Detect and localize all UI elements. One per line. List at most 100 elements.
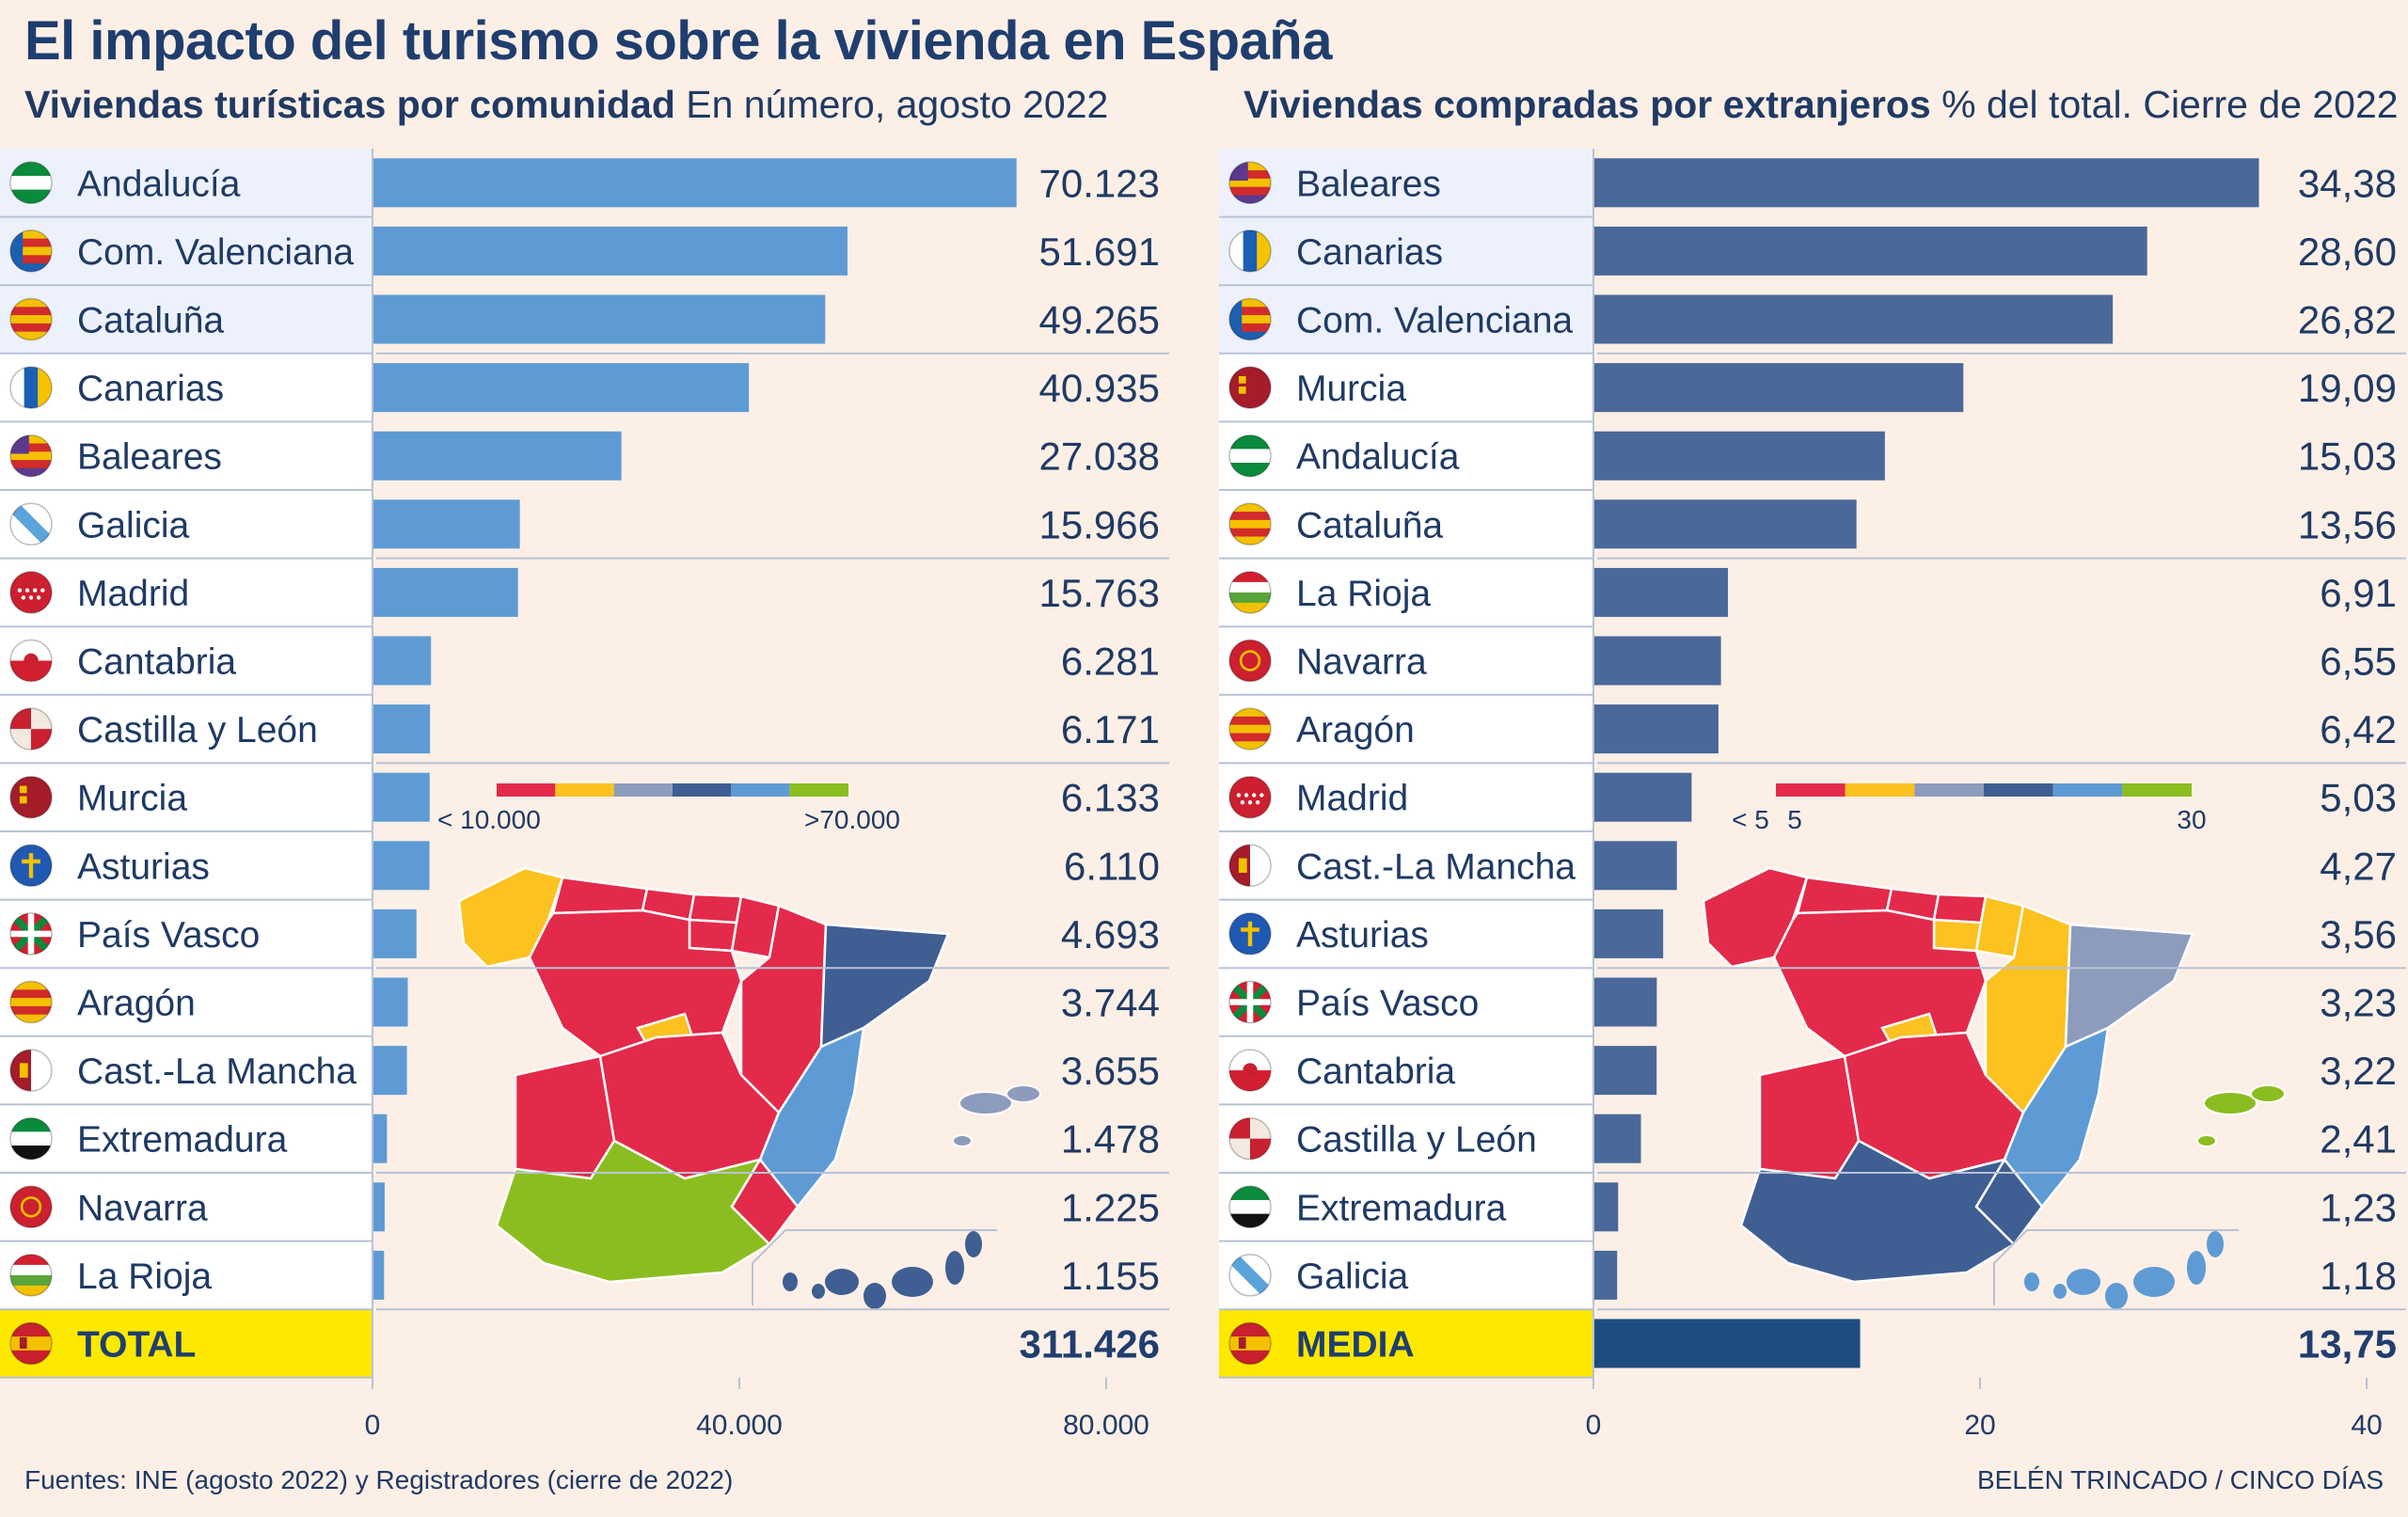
value-label: 34,38 [2298, 161, 2397, 205]
category-label: Galicia [1296, 1256, 1409, 1297]
flag-valencia-icon [1228, 297, 1272, 341]
tourist-housing-bars: Andalucía 70.123 Com. Valenciana 51.691 Cata… [0, 149, 1169, 1441]
value-label: 6.281 [1061, 640, 1160, 684]
map-region-canarias [863, 1283, 886, 1309]
x-tick-label: 0 [365, 1410, 381, 1441]
flag-cataluna-icon [1228, 502, 1272, 546]
flag-espana-icon [9, 1321, 53, 1366]
category-label: Cast.-La Mancha [1296, 846, 1576, 887]
category-label: Murcia [1296, 369, 1406, 409]
canarias-inset-frame [752, 1229, 997, 1305]
bar [1594, 772, 1692, 822]
category-label: La Rioja [1296, 574, 1431, 614]
row-label-bg [0, 149, 372, 217]
map-region-canarias [2187, 1251, 2206, 1285]
map-region-canarias [892, 1267, 933, 1297]
category-label: Aragón [77, 984, 196, 1024]
flag-extremadura-icon [9, 1116, 53, 1161]
legend-swatch [497, 783, 556, 797]
legend-swatch [1776, 783, 1846, 797]
bar [373, 431, 622, 481]
category-label: Extremadura [77, 1120, 288, 1161]
spain-map-left: < 10.000 >70.000 [437, 783, 1041, 1309]
row-label-bg [0, 763, 372, 831]
map-region-canarias [825, 1269, 859, 1295]
legend-swatch [2052, 783, 2123, 797]
value-label: 6.171 [1061, 707, 1160, 751]
flag-cantabria-icon [9, 639, 53, 683]
category-label: Cantabria [1296, 1051, 1455, 1092]
bar [1594, 1046, 1657, 1096]
value-label: 6,55 [2320, 640, 2397, 684]
category-label: Cantabria [77, 642, 236, 683]
row-label-bg [1219, 149, 1593, 217]
bar [373, 772, 430, 822]
map-region-baleares [2250, 1084, 2286, 1103]
row-label-bg [1219, 216, 1593, 286]
value-label: 3,23 [2320, 981, 2397, 1025]
value-label: 4,27 [2320, 844, 2397, 888]
flag-asturias-icon [9, 844, 53, 888]
value-label: 6.110 [1064, 844, 1160, 888]
map-region-castilla-leon [528, 909, 743, 1058]
legend-swatch [2122, 783, 2192, 797]
category-label: Canarias [1296, 232, 1443, 273]
legend-label: 5 [1787, 805, 1802, 834]
map-region-baleares [952, 1134, 973, 1147]
bar [373, 1114, 388, 1163]
bar [1594, 1114, 1641, 1163]
flag-baleares-icon [9, 434, 53, 478]
bar [1594, 1182, 1619, 1232]
x-tick-label: 40 [2351, 1410, 2382, 1441]
category-label: Extremadura [1296, 1188, 1507, 1228]
right-chart-subtitle: Viviendas compradas por extranjeros % de… [1244, 83, 2399, 127]
flag-castilla-la-mancha-icon [9, 1049, 53, 1092]
category-label: Canarias [77, 369, 224, 409]
flag-valencia-icon [9, 229, 53, 273]
category-label: Murcia [77, 779, 187, 819]
legend-swatch [613, 783, 673, 797]
right-chart-units: % del total. Cierre de 2022 [1930, 83, 2399, 126]
bar [1594, 704, 1719, 754]
row-label-bg [1219, 421, 1593, 490]
value-label: 15,03 [2298, 435, 2397, 479]
map-region-baleares [1006, 1084, 1041, 1103]
foreign-purchases-bars: Baleares 34,38 Canarias 28,60 Com. Valencian… [1219, 149, 2406, 1441]
value-label: 3.744 [1061, 981, 1160, 1025]
category-label: Asturias [1296, 915, 1429, 956]
map-region-andalucia [495, 1139, 772, 1284]
row-label-bg [0, 285, 372, 354]
flag-galicia-icon [9, 502, 53, 546]
x-tick-label: 20 [1964, 1410, 1995, 1441]
left-chart-title: Viviendas turísticas por comunidad [24, 83, 675, 126]
category-label: Baleares [1296, 164, 1441, 204]
row-label-bg [1219, 763, 1593, 831]
foreign-purchases-chart: < 5 5 30 Baleares 34,38 Canarias 28,60 Com. Va… [1219, 149, 2408, 1456]
row-label-bg [0, 968, 372, 1036]
row-label-bg [1219, 285, 1593, 354]
flag-aragon-icon [1228, 707, 1272, 751]
category-label: Navarra [77, 1188, 208, 1228]
row-label-bg [1219, 899, 1593, 969]
legend-label: 30 [2177, 805, 2206, 834]
bar [373, 226, 848, 276]
category-label: Madrid [77, 574, 189, 614]
flag-extremadura-icon [1228, 1185, 1272, 1229]
value-label: 1.225 [1061, 1185, 1160, 1229]
value-label: 13,56 [2298, 502, 2397, 546]
row-label-bg [1219, 1035, 1593, 1105]
row-label-bg [1219, 558, 1593, 627]
bar [373, 1250, 385, 1300]
total-label: MEDIA [1296, 1325, 1415, 1366]
value-label: 6.133 [1061, 776, 1160, 820]
flag-murcia-icon [1228, 366, 1272, 409]
bar [1594, 841, 1677, 891]
value-label: 40.935 [1039, 366, 1160, 410]
category-label: La Rioja [77, 1256, 212, 1297]
bar [373, 909, 417, 958]
bar [373, 977, 408, 1027]
category-label: Cast.-La Mancha [77, 1051, 356, 1092]
row-label-bg [0, 1240, 372, 1310]
flag-castilla-la-mancha-icon [1228, 844, 1272, 888]
category-label: País Vasco [1296, 984, 1479, 1024]
